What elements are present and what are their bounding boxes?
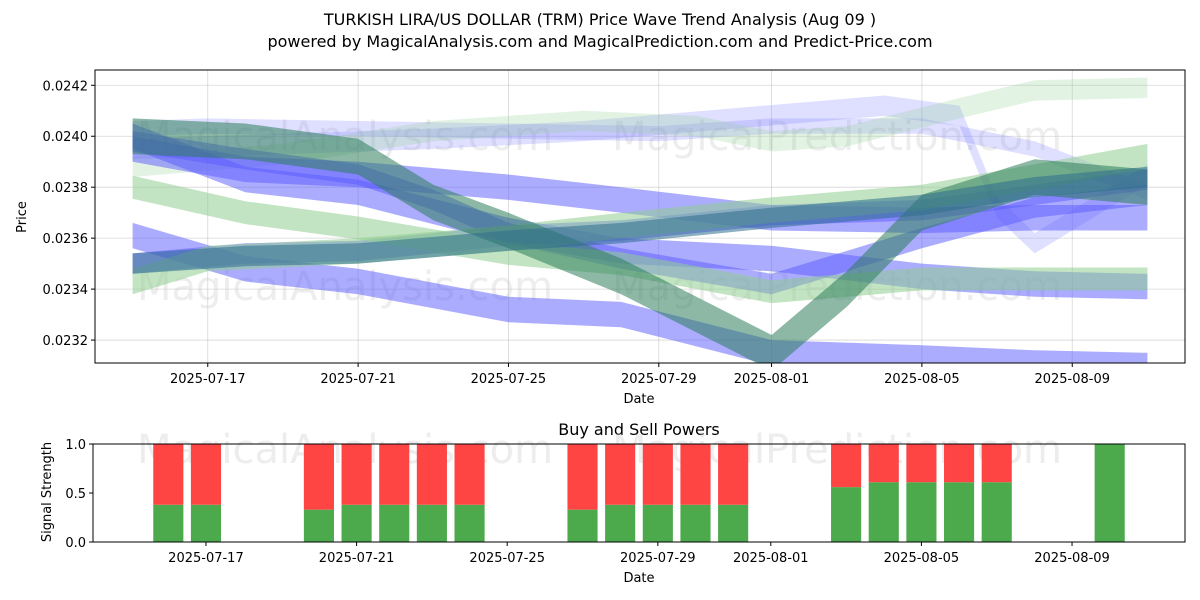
buy-bar — [303, 509, 334, 542]
power-x-tick-label: 2025-07-29 — [620, 551, 696, 566]
wave-band-1 — [132, 95, 1148, 254]
buy-bar — [379, 504, 410, 542]
sell-bar — [981, 444, 1012, 483]
price-x-tick-label: 2025-07-21 — [320, 372, 396, 387]
sell-bar — [567, 444, 598, 510]
buy-bar — [906, 482, 937, 542]
power-panel: MagicalAnalysis.comMagicalPrediction.com… — [65, 427, 1186, 566]
sell-bar — [906, 444, 937, 483]
power-y-tick-label: 0.5 — [65, 487, 86, 502]
buy-bar — [567, 509, 598, 542]
price-x-tick-label: 2025-08-09 — [1034, 372, 1110, 387]
power-x-tick-label: 2025-08-05 — [884, 551, 960, 566]
sell-bar — [944, 444, 975, 483]
buy-bar — [341, 504, 372, 542]
price-x-tick-label: 2025-07-17 — [170, 372, 246, 387]
buy-bar — [190, 504, 222, 542]
sell-bar — [680, 444, 711, 505]
price-x-axis-label: Date — [623, 392, 654, 407]
bar-x-axis-label: Date — [623, 571, 654, 586]
sell-bar — [341, 444, 372, 505]
price-y-tick-label: 0.0232 — [43, 334, 89, 349]
buy-bar — [868, 482, 899, 542]
price-y-axis-label: Price — [15, 201, 30, 233]
power-x-tick-label: 2025-07-21 — [319, 551, 395, 566]
bar-chart-title: Buy and Sell Powers — [558, 420, 720, 439]
price-y-tick-label: 0.0238 — [43, 181, 89, 196]
buy-bar — [605, 504, 636, 542]
price-x-tick-label: 2025-08-05 — [884, 372, 960, 387]
price-plot-frame — [94, 69, 1186, 364]
sell-bar — [153, 444, 184, 505]
buy-bar — [680, 504, 711, 542]
power-x-tick-label: 2025-07-25 — [469, 551, 545, 566]
sell-bar — [605, 444, 636, 505]
price-x-tick-label: 2025-08-01 — [734, 372, 810, 387]
wave-band-8 — [132, 175, 1148, 304]
watermark-text: MagicalPrediction.com — [612, 114, 1062, 160]
buy-bar — [944, 482, 975, 542]
power-x-tick-label: 2025-07-17 — [168, 551, 244, 566]
price-x-tick-label: 2025-07-25 — [471, 372, 547, 387]
power-x-tick-label: 2025-08-09 — [1034, 551, 1110, 566]
buy-bar — [642, 504, 673, 542]
buy-bar — [718, 504, 749, 542]
sell-bar — [379, 444, 410, 505]
power-y-tick-label: 1.0 — [65, 438, 86, 453]
sell-bar — [416, 444, 447, 505]
chart-subtitle: powered by MagicalAnalysis.com and Magic… — [267, 32, 932, 51]
buy-bar — [831, 487, 862, 542]
price-y-tick-label: 0.0242 — [43, 79, 89, 94]
sell-bar — [868, 444, 899, 483]
buy-bar — [416, 504, 447, 542]
chart-title: TURKISH LIRA/US DOLLAR (TRM) Price Wave … — [323, 10, 876, 29]
price-panel: MagicalAnalysis.com MagicalPrediction.com… — [43, 69, 1186, 387]
power-bars — [153, 444, 1125, 542]
price-y-tick-label: 0.0234 — [43, 283, 89, 298]
sell-bar — [190, 444, 222, 505]
wave-band-2 — [132, 77, 1148, 177]
wave-band-10 — [132, 118, 1148, 363]
sell-bar — [718, 444, 749, 505]
bar-y-axis-label: Signal Strength — [40, 442, 55, 542]
price-y-tick-label: 0.0240 — [43, 130, 89, 145]
wave-bands — [132, 77, 1148, 363]
buy-bar — [1094, 444, 1125, 542]
power-x-tick-label: 2025-08-01 — [733, 551, 809, 566]
sell-bar — [831, 444, 862, 488]
wave-band-11 — [132, 166, 1148, 274]
sell-bar — [642, 444, 673, 505]
buy-bar — [153, 504, 184, 542]
price-y-tick-label: 0.0236 — [43, 232, 89, 247]
buy-bar — [454, 504, 485, 542]
price-x-tick-label: 2025-07-29 — [621, 372, 697, 387]
buy-bar — [981, 482, 1012, 542]
sell-bar — [303, 444, 334, 510]
power-y-tick-label: 0.0 — [65, 536, 86, 551]
sell-bar — [454, 444, 485, 505]
